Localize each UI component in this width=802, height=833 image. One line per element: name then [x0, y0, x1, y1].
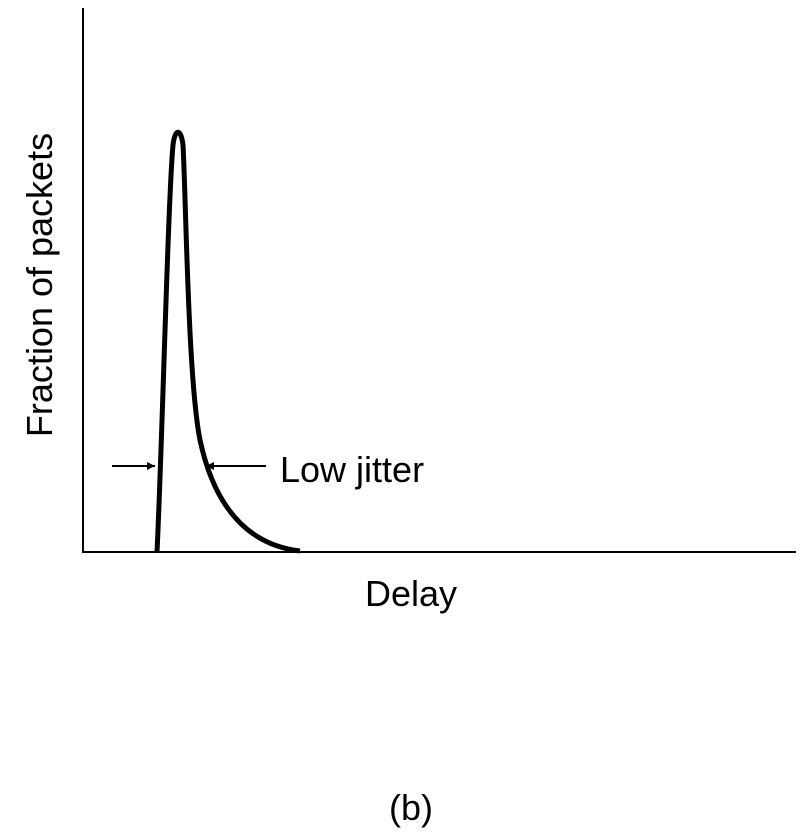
x-axis-label: Delay	[365, 573, 457, 614]
delay-curve	[154, 129, 301, 554]
annotation: Low jitter	[280, 449, 424, 490]
caption: (b)	[389, 787, 433, 828]
y-axis-label: Fraction of packets	[19, 133, 60, 437]
